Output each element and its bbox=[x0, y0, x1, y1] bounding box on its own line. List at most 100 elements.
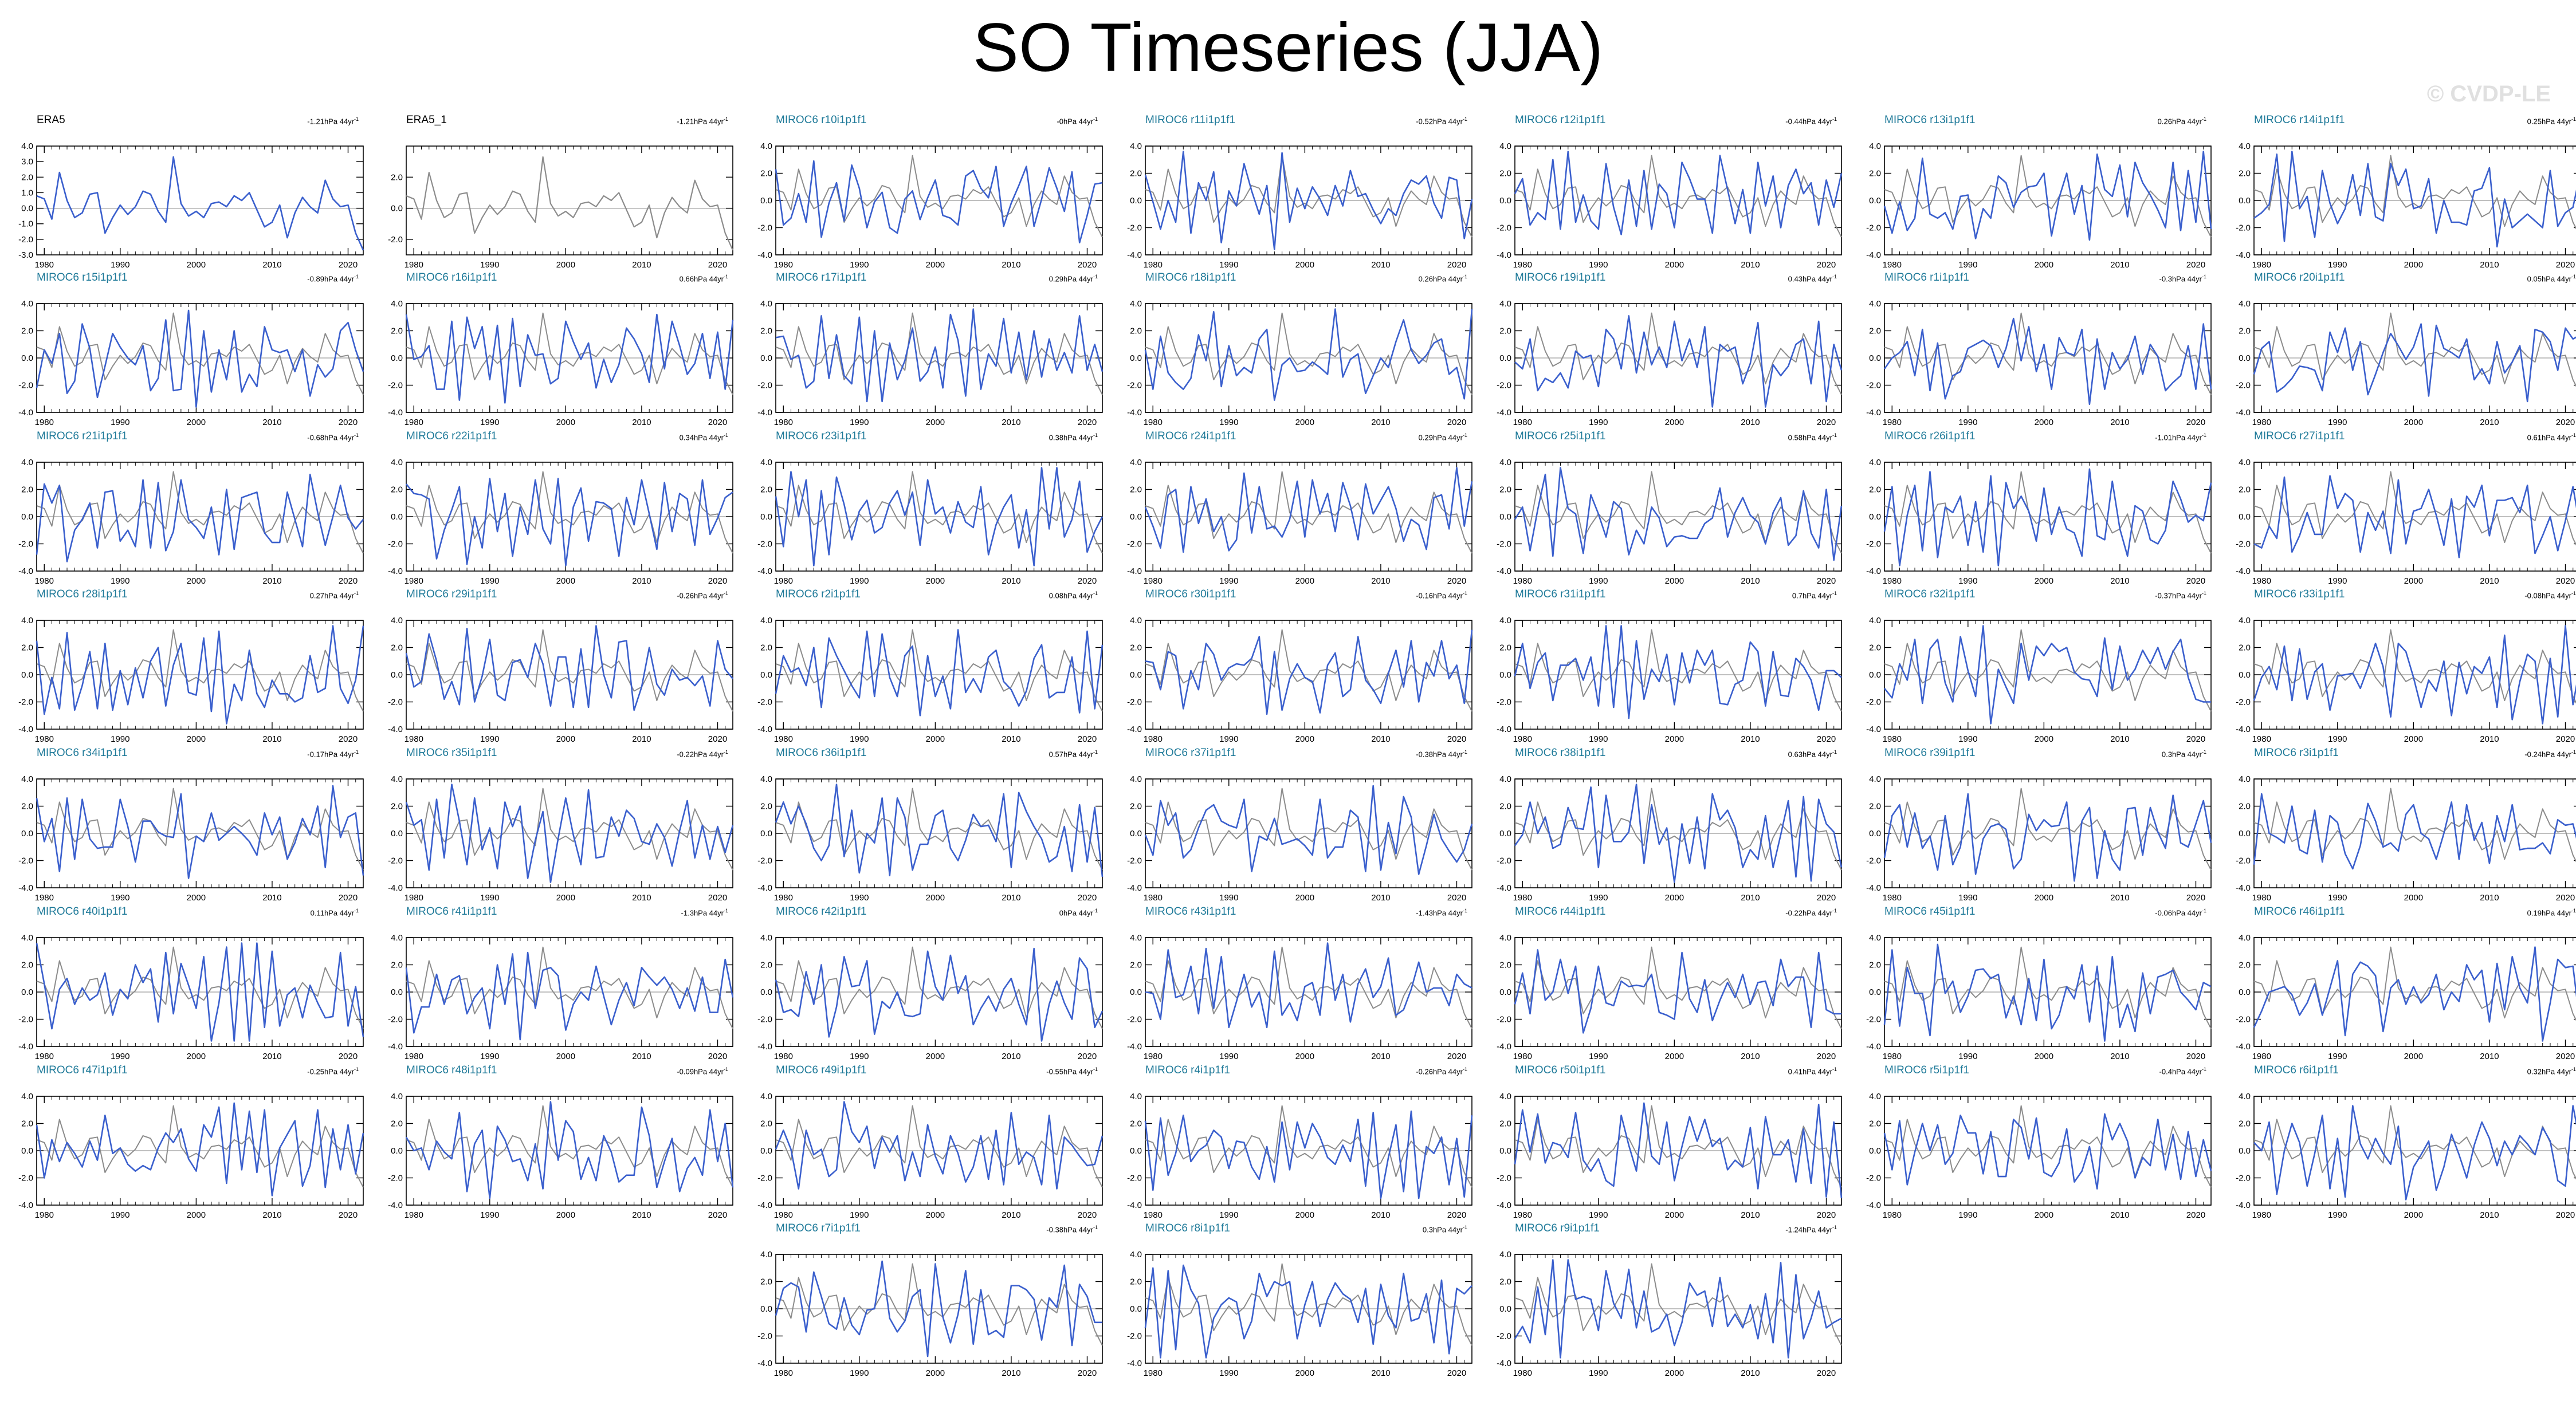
y-tick-label: -4.0 bbox=[1866, 250, 1881, 260]
y-tick-label: 4.0 bbox=[2239, 774, 2251, 784]
y-tick-label: 2.0 bbox=[760, 326, 772, 336]
trend-value: 0.34 bbox=[679, 433, 694, 442]
panel-name: MIROC6 r15i1p1f1 bbox=[37, 271, 128, 284]
trend-exponent: -1 bbox=[354, 749, 359, 755]
y-tick-label: 0.0 bbox=[1869, 512, 1881, 522]
y-tick-label: 4.0 bbox=[760, 774, 772, 784]
panel-miroc6-r25i1p1f1: MIROC6 r25i1p1f1 0.58hPa 44yr-1 1980 1990 20… bbox=[1478, 430, 1845, 588]
y-tick-label: 0.0 bbox=[1499, 512, 1511, 522]
x-tick-label: 2000 bbox=[1295, 734, 1314, 744]
trend-unit: hPa 44yr bbox=[1432, 750, 1463, 759]
y-tick-label: 2.0 bbox=[21, 326, 33, 336]
y-tick-label: 0.0 bbox=[391, 670, 403, 680]
panel-miroc6-r15i1p1f1: MIROC6 r15i1p1f1 -0.89hPa 44yr-1 1980 1990 2… bbox=[0, 271, 367, 430]
series-line-era5 bbox=[1145, 155, 1472, 238]
y-tick-label: 2.0 bbox=[391, 961, 403, 970]
series-line-model bbox=[1144, 467, 1473, 553]
trend-unit: hPa 44yr bbox=[2171, 274, 2202, 284]
panel-plot: 1980 1990 2000 2010 2020 4.0 2.0 0.0 -2.0 -4.0 bbox=[1127, 299, 1473, 427]
x-tick-label: 2020 bbox=[708, 576, 727, 586]
panel-plot: 1980 1990 2000 2010 2020 4.0 2.0 0.0 -2.0 -4.0 bbox=[2236, 774, 2576, 903]
x-tick-label: 2020 bbox=[339, 418, 358, 427]
y-tick-label: 2.0 bbox=[1499, 802, 1511, 812]
x-tick-label: 2020 bbox=[708, 893, 727, 903]
panel-plot: 1980 1990 2000 2010 2020 4.0 2.0 0.0 -2.0 -4.0 bbox=[757, 616, 1104, 744]
series-line-era5 bbox=[1514, 155, 1842, 238]
panel-name: MIROC6 r13i1p1f1 bbox=[1884, 114, 1976, 126]
y-tick-label: 4.0 bbox=[391, 933, 403, 943]
x-tick-label: 2000 bbox=[1665, 576, 1684, 586]
y-tick-label: 4.0 bbox=[21, 299, 33, 309]
x-tick-label: 2010 bbox=[1002, 734, 1020, 744]
y-tick-label: -2.0 bbox=[18, 540, 33, 549]
y-tick-label: -4.0 bbox=[2236, 566, 2251, 576]
y-tick-label: 4.0 bbox=[21, 141, 33, 151]
x-tick-label: 1990 bbox=[1589, 893, 1608, 903]
series-line-model bbox=[1514, 315, 1843, 408]
y-tick-label: 0.0 bbox=[391, 204, 403, 214]
y-tick-label: 2.0 bbox=[1869, 643, 1881, 653]
panel-miroc6-r35i1p1f1: MIROC6 r35i1p1f1 -0.22hPa 44yr-1 1980 1990 2… bbox=[370, 747, 736, 905]
x-tick-label: 1990 bbox=[111, 1052, 129, 1061]
x-tick-label: 2010 bbox=[632, 1052, 651, 1061]
series-line-model bbox=[1883, 151, 2212, 241]
y-tick-label: 0.0 bbox=[760, 987, 772, 997]
x-tick-label: 2020 bbox=[1078, 734, 1097, 744]
series-line-era5 bbox=[2253, 629, 2576, 704]
panel-trend: 0.25hPa 44yr-1 bbox=[2527, 116, 2576, 125]
x-tick-label: 2020 bbox=[1447, 260, 1466, 270]
x-tick-label: 1990 bbox=[850, 1052, 869, 1061]
y-tick-label: 2.0 bbox=[391, 485, 403, 495]
panel-miroc6-r32i1p1f1: MIROC6 r32i1p1f1 -0.37hPa 44yr-1 1980 1990 2… bbox=[1848, 588, 2214, 746]
y-tick-label: 2.0 bbox=[391, 172, 403, 182]
y-tick-label: 4.0 bbox=[391, 616, 403, 625]
trend-value: 0.05 bbox=[2527, 274, 2542, 284]
x-tick-label: 1990 bbox=[1589, 260, 1608, 270]
panel-name: MIROC6 r24i1p1f1 bbox=[1145, 430, 1236, 442]
panel-miroc6-r33i1p1f1: MIROC6 r33i1p1f1 -0.08hPa 44yr-1 1980 1990 2… bbox=[2217, 588, 2576, 746]
trend-exponent: -1 bbox=[1093, 432, 1098, 438]
y-tick-label: -3.0 bbox=[18, 250, 33, 260]
panel-trend: 0.26hPa 44yr-1 bbox=[1419, 274, 1467, 283]
panel-miroc6-r22i1p1f1: MIROC6 r22i1p1f1 0.34hPa 44yr-1 1980 1990 20… bbox=[370, 430, 736, 588]
trend-unit: hPa 44yr bbox=[1063, 591, 1093, 600]
trend-exponent: -1 bbox=[1462, 274, 1467, 280]
trend-value: -0.22 bbox=[677, 750, 694, 759]
series-line-era5 bbox=[1514, 471, 1842, 554]
y-tick-label: 4.0 bbox=[21, 616, 33, 625]
panel-name: MIROC6 r43i1p1f1 bbox=[1145, 906, 1236, 918]
y-tick-label: 0.0 bbox=[1499, 196, 1511, 206]
y-tick-label: -4.0 bbox=[757, 725, 772, 734]
y-tick-label: 2.0 bbox=[1499, 643, 1511, 653]
x-tick-label: 2020 bbox=[2556, 260, 2575, 270]
trend-value: 0.25 bbox=[2527, 117, 2542, 126]
panel-plot: 1980 1990 2000 2010 2020 4.0 2.0 0.0 -2.0 -4.0 bbox=[1866, 141, 2212, 270]
x-tick-label: 1990 bbox=[111, 893, 129, 903]
panel-name: MIROC6 r29i1p1f1 bbox=[406, 588, 497, 600]
panel-era5_1: ERA5_1 -1.21hPa 44yr-1 1980 1990 2000 2010 202… bbox=[370, 114, 736, 272]
x-tick-label: 2020 bbox=[1078, 576, 1097, 586]
panel-trend: -0.16hPa 44yr-1 bbox=[1416, 591, 1467, 600]
series-line-model bbox=[36, 785, 364, 879]
x-tick-label: 1980 bbox=[774, 418, 793, 427]
y-tick-label: 2.0 bbox=[1130, 643, 1142, 653]
panel-name: MIROC6 r28i1p1f1 bbox=[37, 588, 128, 600]
x-tick-label: 2020 bbox=[708, 734, 727, 744]
trend-value: 0.66 bbox=[679, 274, 694, 284]
panel-name: MIROC6 r26i1p1f1 bbox=[1884, 430, 1976, 442]
trend-exponent: -1 bbox=[1093, 749, 1098, 755]
x-tick-label: 2020 bbox=[708, 418, 727, 427]
series-line-era5 bbox=[1145, 788, 1472, 871]
y-tick-label: 4.0 bbox=[1499, 458, 1511, 467]
series-line-model bbox=[36, 942, 364, 1042]
y-tick-label: -4.0 bbox=[757, 1042, 772, 1052]
panel-trend: -0.26hPa 44yr-1 bbox=[677, 591, 728, 600]
y-tick-label: -4.0 bbox=[18, 566, 33, 576]
y-tick-label: 2.0 bbox=[21, 172, 33, 182]
panel-name: MIROC6 r36i1p1f1 bbox=[776, 747, 867, 759]
y-tick-label: 4.0 bbox=[1869, 141, 1881, 151]
trend-value: -1.21 bbox=[677, 117, 694, 126]
y-tick-label: -4.0 bbox=[1866, 725, 1881, 734]
series-line-era5 bbox=[1884, 788, 2212, 871]
x-tick-label: 2020 bbox=[2186, 576, 2205, 586]
